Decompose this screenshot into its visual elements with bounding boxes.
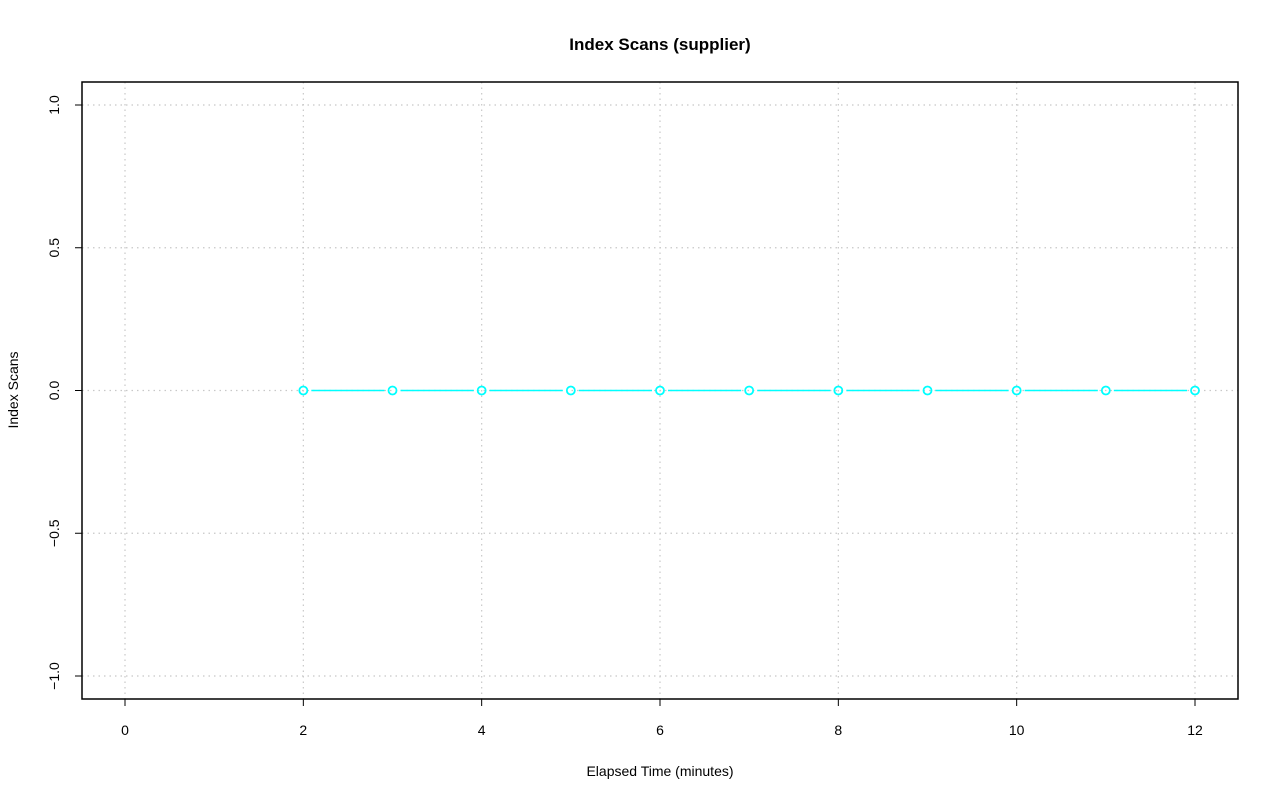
y-tick-label: 0.5 <box>46 238 62 258</box>
data-point <box>655 385 665 396</box>
data-point <box>1190 385 1200 396</box>
x-tick-label: 8 <box>834 722 842 738</box>
data-point <box>1100 385 1111 396</box>
series <box>298 385 1200 396</box>
chart-title: Index Scans (supplier) <box>569 35 750 54</box>
x-tick-label: 10 <box>1009 722 1025 738</box>
data-point <box>476 385 487 396</box>
data-point <box>387 385 398 396</box>
x-tick-label: 0 <box>121 722 129 738</box>
x-tick-label: 6 <box>656 722 664 738</box>
x-tick-label: 2 <box>299 722 307 738</box>
y-tick-label: −1.0 <box>46 662 62 690</box>
x-tick-label: 12 <box>1187 722 1203 738</box>
data-point <box>922 385 933 396</box>
x-axis-label: Elapsed Time (minutes) <box>586 763 733 779</box>
data-point <box>833 385 844 396</box>
y-axis-label: Index Scans <box>5 351 21 428</box>
data-point <box>1011 385 1022 396</box>
data-point <box>744 385 755 396</box>
x-tick-label: 4 <box>478 722 486 738</box>
y-tick-label: 1.0 <box>46 95 62 115</box>
data-point <box>565 385 576 396</box>
y-tick-label: 0.0 <box>46 381 62 401</box>
y-tick-label: −0.5 <box>46 519 62 547</box>
axes: 0 2 4 6 8 10 12 −1.0 −0.5 0.0 0.5 1.0 <box>46 95 1203 738</box>
data-point <box>298 385 309 396</box>
